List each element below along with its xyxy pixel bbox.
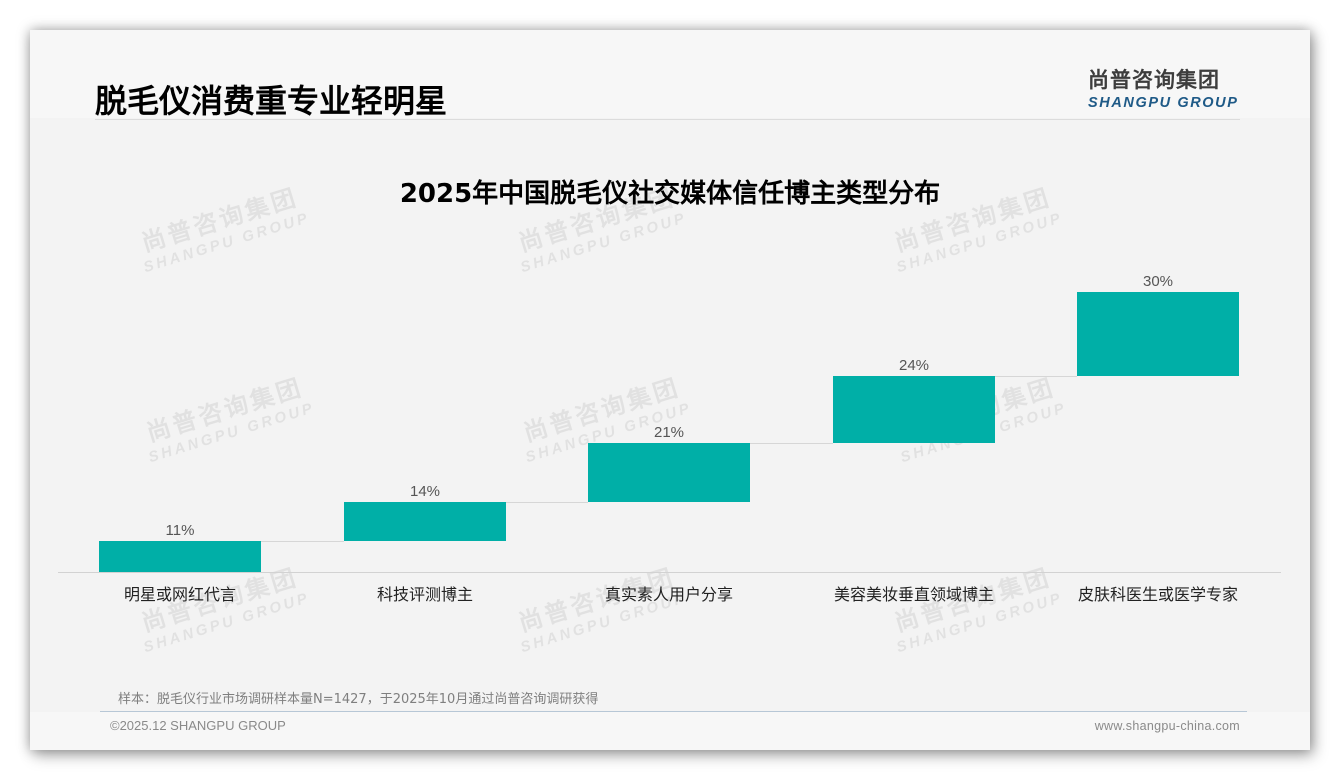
category-label: 真实素人用户分享 (604, 585, 733, 604)
website-text: www.shangpu-china.com (1094, 719, 1240, 733)
category-label: 科技评测博主 (376, 585, 473, 604)
waterfall-chart: 11% 明星或网红代言 14% 科技评测博主 21% 真实素人用户分享 24% 美容美妆垂直领… (30, 30, 1310, 750)
bar (99, 541, 261, 572)
category-label: 皮肤科医生或医学专家 (1077, 585, 1238, 604)
page-title: 脱毛仪消费重专业轻明星 (95, 82, 448, 120)
company-logo: 尚普咨询集团 SHANGPU GROUP (1088, 64, 1240, 111)
bar (1077, 292, 1239, 376)
x-axis-baseline (58, 572, 1281, 573)
header-band (30, 30, 1310, 118)
bar-value-label: 30% (1142, 273, 1174, 290)
chart-title: 2025年中国脱毛仪社交媒体信任博主类型分布 (399, 179, 941, 209)
footer-band (30, 712, 1310, 750)
bar (833, 376, 995, 443)
bar-value-label: 11% (165, 522, 195, 539)
header-divider (95, 119, 1240, 120)
logo-cn-text: 尚普咨询集团 (1088, 68, 1220, 92)
waterfall-connector (506, 502, 588, 503)
copyright-text: ©2025.12 SHANGPU GROUP (110, 718, 286, 733)
waterfall-connector (750, 443, 833, 444)
bar-value-label: 24% (898, 357, 930, 374)
waterfall-connector (261, 541, 344, 542)
bar-value-label: 21% (653, 424, 685, 441)
slide-card: 脱毛仪消费重专业轻明星 尚普咨询集团 SHANGPU GROUP 尚普咨询集团 S… (30, 30, 1310, 750)
category-label: 美容美妆垂直领域博主 (833, 585, 994, 604)
category-label: 明星或网红代言 (123, 585, 236, 604)
bar (588, 443, 750, 502)
bar (344, 502, 506, 541)
waterfall-connector (995, 376, 1077, 377)
bar-value-label: 14% (409, 483, 441, 500)
footer-divider (100, 711, 1247, 712)
logo-en-text: SHANGPU GROUP (1088, 95, 1239, 111)
sample-note: 样本：脱毛仪行业市场调研样本量N=1427，于2025年10月通过尚普咨询调研获… (118, 692, 599, 707)
